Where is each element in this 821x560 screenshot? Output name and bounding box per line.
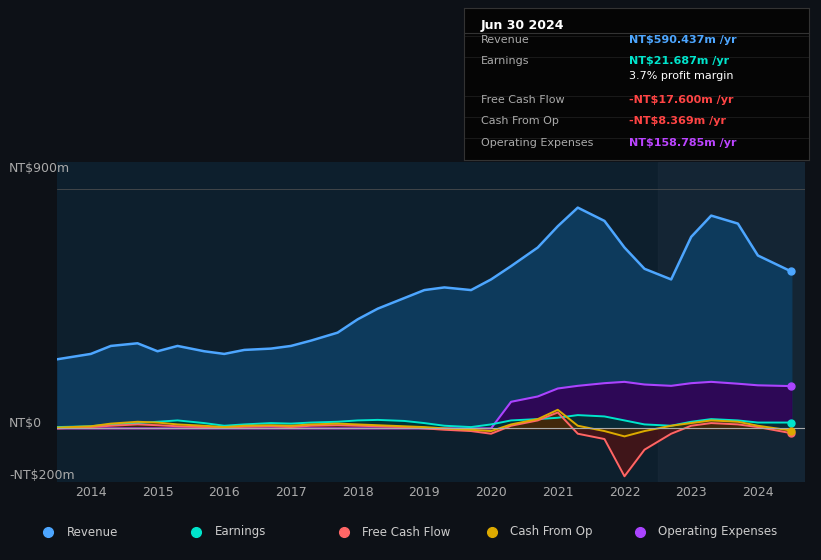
Text: NT$158.785m /yr: NT$158.785m /yr	[630, 138, 737, 147]
Text: -NT$8.369m /yr: -NT$8.369m /yr	[630, 116, 727, 127]
Text: Earnings: Earnings	[481, 56, 530, 66]
Text: Jun 30 2024: Jun 30 2024	[481, 19, 565, 32]
Text: Revenue: Revenue	[481, 35, 530, 45]
Text: -NT$17.600m /yr: -NT$17.600m /yr	[630, 95, 734, 105]
Text: NT$590.437m /yr: NT$590.437m /yr	[630, 35, 737, 45]
Text: Operating Expenses: Operating Expenses	[658, 525, 777, 539]
Text: NT$0: NT$0	[9, 417, 42, 430]
Text: Free Cash Flow: Free Cash Flow	[363, 525, 451, 539]
Text: 3.7% profit margin: 3.7% profit margin	[630, 71, 734, 81]
Text: NT$21.687m /yr: NT$21.687m /yr	[630, 56, 730, 66]
Text: Earnings: Earnings	[215, 525, 266, 539]
Text: Cash From Op: Cash From Op	[511, 525, 593, 539]
Text: -NT$200m: -NT$200m	[9, 469, 75, 482]
Text: Revenue: Revenue	[67, 525, 118, 539]
Text: NT$900m: NT$900m	[9, 162, 70, 175]
Text: Cash From Op: Cash From Op	[481, 116, 559, 127]
Text: Operating Expenses: Operating Expenses	[481, 138, 594, 147]
Bar	[658, 162, 805, 482]
Text: Free Cash Flow: Free Cash Flow	[481, 95, 565, 105]
